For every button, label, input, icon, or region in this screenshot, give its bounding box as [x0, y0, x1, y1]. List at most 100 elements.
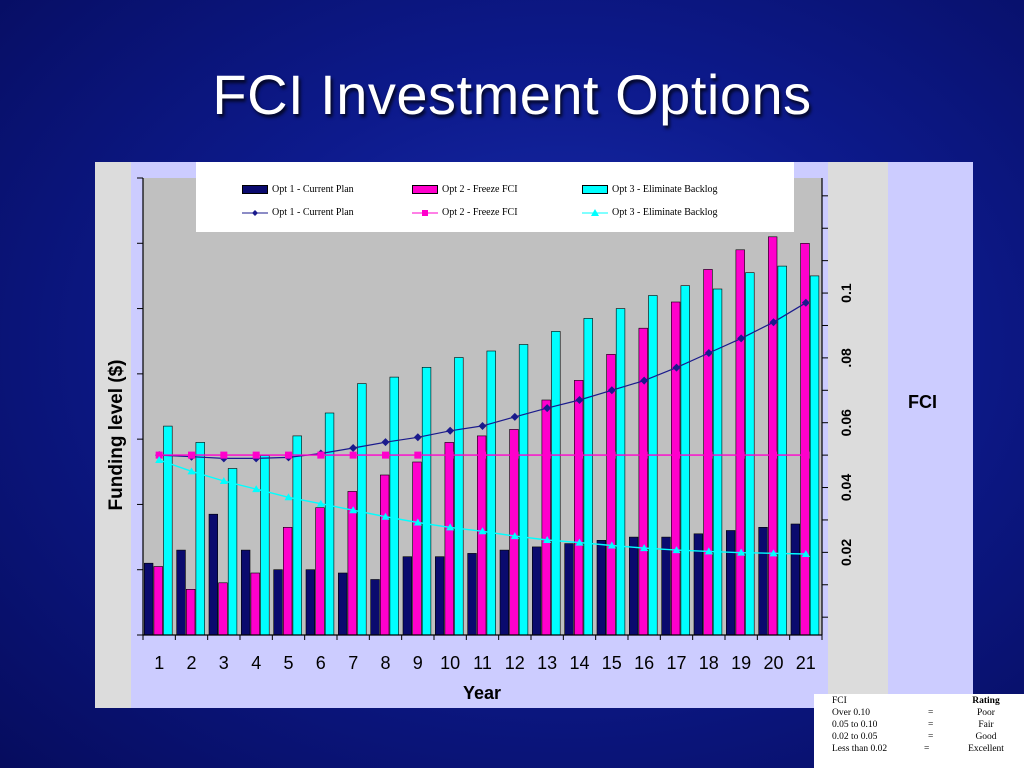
marker-opt2-year-14 [576, 451, 583, 459]
y-axis-panel [95, 162, 131, 708]
legend-bar-label: Opt 2 - Freeze FCI [442, 184, 518, 195]
rating-eq: = [928, 732, 934, 742]
bar-1-year-20 [758, 526, 768, 636]
marker-opt2-year-16 [640, 451, 648, 459]
y-axis-label: Funding level ($) [106, 360, 127, 511]
bar-2-year-6 [315, 507, 325, 636]
bar-3-year-18 [712, 288, 723, 636]
marker-opt3-year-18 [704, 547, 713, 555]
marker-opt1-year-19 [737, 334, 746, 343]
marker-opt1-year-15 [607, 386, 616, 395]
legend-bar-swatch [412, 185, 438, 194]
bar-3-year-12 [518, 344, 529, 636]
bar-1-year-8 [370, 579, 380, 636]
bar-1-year-14 [564, 543, 574, 636]
legend-bar-swatch [582, 185, 608, 194]
bar-2-year-10 [444, 442, 454, 636]
bar-1-year-12 [499, 549, 509, 636]
bar-3-year-11 [486, 350, 496, 636]
legend-line-swatch [242, 209, 268, 216]
marker-opt3-year-17 [672, 546, 681, 554]
marker-opt2-year-11 [479, 451, 486, 459]
marker-opt3-year-1 [155, 455, 164, 463]
rating-table-header: FCI Rating [814, 696, 1024, 708]
rating-value: Good [975, 732, 997, 742]
marker-opt2-year-13 [543, 451, 551, 459]
y2-tick-label: 0.02 [838, 539, 854, 566]
bar-2-year-14 [573, 380, 584, 636]
rating-eq: = [924, 744, 930, 754]
marker-opt1-year-21 [801, 298, 810, 307]
marker-opt1-year-20 [769, 318, 778, 327]
rating-range: Over 0.10 [832, 708, 870, 718]
marker-opt2-year-10 [446, 451, 454, 459]
marker-opt2-year-6 [317, 451, 325, 459]
legend-line-swatch [412, 209, 438, 216]
x-tick-label: 8 [380, 653, 390, 673]
bar-1-year-5 [273, 569, 283, 636]
marker-opt3-year-16 [640, 544, 649, 552]
marker-opt1-year-9 [413, 433, 422, 442]
marker-opt3-year-10 [446, 523, 455, 531]
bar-1-year-4 [241, 549, 251, 636]
x-tick-label: 3 [219, 653, 229, 673]
x-tick-label: 13 [537, 653, 557, 673]
y2-tick-label: .08 [838, 348, 854, 368]
bar-3-year-6 [324, 412, 335, 636]
x-tick-label: 7 [348, 653, 358, 673]
bar-3-year-3 [227, 468, 238, 636]
bar-3-year-1 [163, 425, 173, 636]
bar-1-year-1 [144, 562, 154, 636]
marker-opt3-year-20 [769, 549, 778, 557]
bar-1-year-6 [305, 569, 315, 636]
bar-2-year-5 [282, 526, 293, 636]
bar-3-year-5 [292, 435, 302, 636]
x-axis-label: Year [463, 683, 501, 703]
legend-line-opt3: Opt 3 - Eliminate Backlog [582, 207, 718, 218]
x-tick-label: 6 [316, 653, 326, 673]
bar-1-year-9 [402, 556, 412, 636]
bar-1-year-18 [693, 533, 703, 636]
marker-opt2-year-9 [414, 451, 422, 459]
bar-3-year-19 [745, 272, 755, 636]
slide-title: FCI Investment Options [212, 63, 812, 126]
marker-opt1-year-11 [478, 421, 487, 430]
marker-opt2-year-8 [382, 451, 389, 459]
x-tick-label: 2 [186, 653, 196, 673]
bar-3-year-20 [777, 265, 787, 636]
marker-opt2-year-21 [802, 451, 810, 459]
bar-3-year-21 [809, 275, 820, 636]
bar-1-year-10 [434, 556, 445, 636]
marker-opt2-year-7 [349, 451, 357, 459]
fci-tick-panel [828, 162, 888, 708]
bar-2-year-20 [767, 236, 778, 636]
marker-opt1-year-12 [510, 412, 519, 421]
x-tick-label: 1 [154, 653, 164, 673]
x-tick-label: 15 [602, 653, 622, 673]
bar-2-year-3 [218, 582, 228, 636]
chart-legend: Opt 1 - Current Plan Opt 2 - Freeze FCI … [196, 162, 794, 232]
rating-row: 0.05 to 0.10 = Fair [814, 720, 1024, 732]
x-tick-label: 14 [569, 653, 589, 673]
marker-opt3-year-14 [575, 538, 584, 546]
marker-opt2-year-20 [770, 451, 777, 459]
rating-eq: = [928, 708, 934, 718]
bar-1-year-3 [208, 513, 218, 636]
bar-3-year-17 [680, 285, 690, 636]
marker-opt2-year-1 [155, 451, 163, 459]
marker-opt2-year-18 [705, 451, 713, 459]
marker-opt3-year-9 [413, 518, 422, 526]
rating-value: Fair [978, 720, 994, 730]
bar-2-year-9 [412, 461, 422, 636]
bar-2-year-4 [250, 572, 260, 636]
x-tick-label: 12 [505, 653, 525, 673]
marker-opt2-year-4 [252, 451, 260, 459]
marker-opt1-year-7 [349, 443, 358, 452]
bar-2-year-11 [476, 435, 487, 636]
lines-layer [155, 298, 810, 557]
marker-opt1-year-13 [543, 404, 552, 413]
y2-tick-label: 0.06 [838, 409, 854, 436]
marker-opt3-year-3 [219, 477, 228, 485]
x-tick-label: 17 [666, 653, 686, 673]
